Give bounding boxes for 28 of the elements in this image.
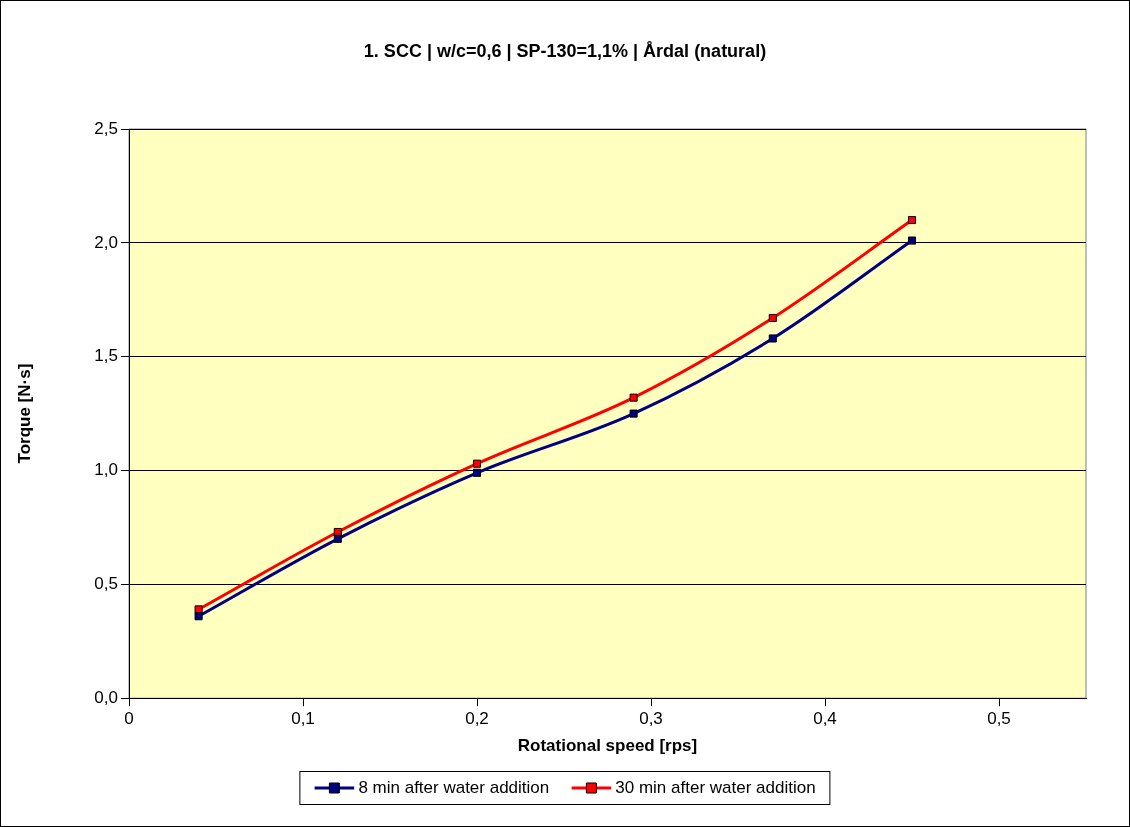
x-tick-label: 0,2	[465, 709, 489, 729]
point	[768, 334, 777, 343]
y-tick-label: 2,0	[94, 232, 118, 252]
point	[629, 393, 638, 402]
y-tick-label: 2,5	[94, 118, 118, 138]
x-tick-label: 0	[124, 709, 134, 729]
x-tick-label: 0,5	[987, 709, 1011, 729]
point	[907, 236, 917, 245]
legend-label: 30 min after water addition	[615, 778, 816, 798]
y-tick-label: 1,5	[94, 346, 118, 366]
point	[768, 313, 777, 323]
point	[472, 468, 482, 477]
y-tick-label: 0,0	[94, 687, 118, 707]
x-tick-label: 0,4	[813, 709, 837, 729]
point	[194, 605, 203, 614]
point	[629, 409, 638, 418]
y-tick-label: 0,5	[94, 574, 118, 594]
y-tick-label: 1,0	[94, 460, 118, 480]
y-axis-title: Torque [N·s]	[14, 363, 34, 464]
point	[907, 216, 917, 225]
point	[194, 612, 203, 621]
chart-title: 1. SCC | w/c=0,6 | SP-130=1,1% | Årdal (natural)	[362, 41, 768, 62]
legend-label: 8 min after water addition	[358, 778, 550, 798]
x-tick-label: 0,1	[291, 709, 315, 729]
x-tick-label: 0,3	[639, 709, 663, 729]
x-axis-title: Rotational speed [rps]	[517, 736, 698, 756]
point	[333, 534, 342, 543]
point	[472, 459, 482, 468]
